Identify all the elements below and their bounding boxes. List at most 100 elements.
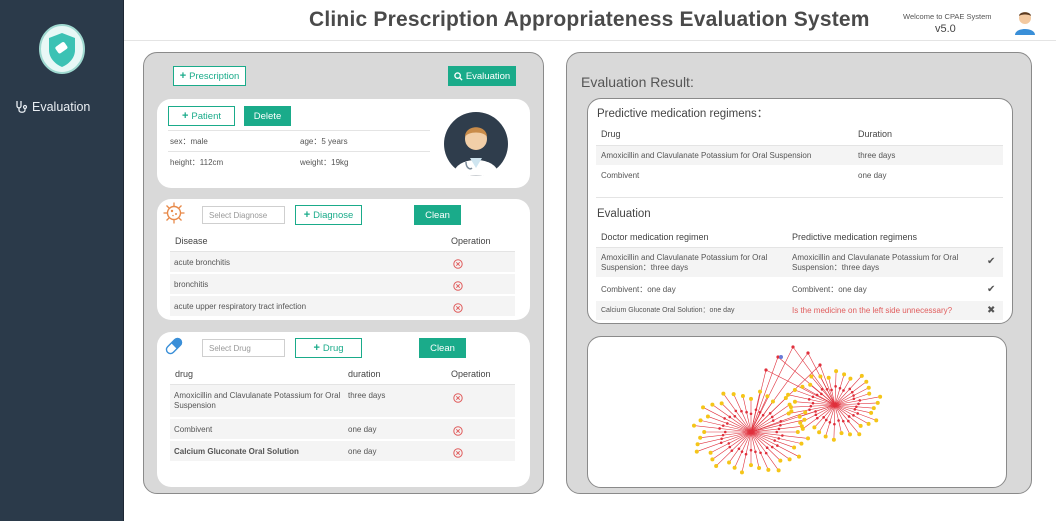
graph-node (758, 389, 763, 394)
graph-node (842, 372, 847, 377)
graph-node (826, 375, 831, 380)
clean-diagnose-button[interactable]: Clean (414, 205, 461, 225)
graph-node (859, 373, 864, 378)
graph-edge (750, 410, 792, 433)
graph-node (802, 417, 807, 422)
warning-text: Is the medicine on the left side unneces… (792, 306, 953, 315)
table-row: Calcium Gluconate Oral Solution one day (170, 441, 515, 462)
graph-node (787, 457, 792, 462)
graph-node (817, 430, 822, 435)
graph-edge (809, 384, 836, 406)
graph-node (727, 460, 732, 465)
graph-edge (802, 404, 836, 430)
delete-patient-button[interactable]: Delete (244, 106, 291, 126)
graph-edge (834, 404, 877, 421)
drug-search-input[interactable]: Select Drug (202, 339, 285, 357)
graph-edge (693, 425, 752, 433)
add-drug-button[interactable]: + Drug (295, 338, 362, 358)
evaluation-button[interactable]: Evaluation (448, 66, 516, 86)
graph-node (792, 388, 797, 393)
doctor-avatar-icon (444, 112, 508, 176)
graph-edge (721, 403, 752, 433)
delete-circle-icon[interactable] (453, 259, 463, 269)
graph-edge (834, 404, 851, 435)
pill-icon (165, 337, 183, 355)
graph-node (831, 437, 836, 442)
delete-circle-icon[interactable] (453, 426, 463, 436)
divider (596, 145, 1003, 146)
graph-node (775, 430, 779, 434)
delete-circle-icon[interactable] (453, 448, 463, 458)
user-avatar-icon[interactable] (1013, 9, 1037, 35)
graph-node (710, 457, 715, 462)
graph-node (797, 414, 802, 419)
graph-node (748, 429, 754, 435)
delete-circle-icon[interactable] (453, 303, 463, 313)
graph-edge (834, 381, 867, 406)
graph-node (720, 437, 723, 441)
column-header-drug: Drug (601, 129, 621, 139)
graph-node (823, 434, 828, 439)
graph-node (855, 405, 858, 409)
column-header-operation: Operation (451, 236, 491, 246)
graph-node (871, 406, 876, 411)
graph-node (786, 411, 791, 416)
graph-edge (750, 431, 795, 448)
graph-node (691, 423, 696, 428)
graph-edge (750, 425, 802, 433)
graph-node (828, 420, 832, 424)
graph-edge (788, 404, 836, 414)
table-row: acute bronchitis (170, 252, 515, 273)
graph-node (838, 386, 842, 390)
graph-node (701, 405, 706, 410)
graph-edge (734, 431, 752, 468)
graph-edge (799, 404, 836, 418)
graph-node (721, 424, 725, 427)
welcome-text: Welcome to CPAE System (903, 12, 992, 21)
graph-node (834, 385, 837, 388)
graph-edge (750, 401, 774, 433)
graph-edge (750, 391, 761, 433)
graph-node (731, 392, 736, 397)
graph-edge (750, 419, 805, 433)
graph-node (858, 399, 862, 402)
graph-edge (834, 371, 837, 406)
graph-node (815, 393, 819, 397)
graph-node (848, 376, 853, 381)
table-cell: one day (858, 171, 887, 180)
graph-node (771, 419, 775, 422)
graph-node (830, 388, 833, 392)
add-patient-button[interactable]: + Patient (168, 106, 235, 126)
graph-node (723, 417, 726, 420)
sidebar-item-evaluation[interactable]: Evaluation (14, 100, 90, 114)
graph-edge (728, 431, 752, 463)
graph-node (764, 368, 768, 372)
graph-node (773, 439, 776, 442)
graph-node (839, 431, 844, 436)
graph-edge (819, 364, 836, 406)
graph-node (705, 414, 710, 419)
header: Clinic Prescription Appropriateness Eval… (124, 0, 1056, 41)
graph-edge (834, 404, 860, 435)
graph-edge (820, 376, 836, 406)
diagnose-search-input[interactable]: Select Diagnose (202, 206, 285, 224)
graph-edge (723, 393, 752, 433)
graph-node (734, 409, 738, 413)
delete-circle-icon[interactable] (453, 281, 463, 291)
divider (596, 247, 1003, 248)
graph-edge (712, 404, 752, 433)
graph-node (864, 379, 869, 384)
graph-node (702, 430, 707, 434)
clean-drug-button[interactable]: Clean (419, 338, 466, 358)
graph-node (786, 392, 791, 397)
prescription-button[interactable]: + Prescription (173, 66, 246, 86)
add-diagnose-button[interactable]: + Diagnose (295, 205, 362, 225)
delete-circle-icon[interactable] (453, 393, 463, 403)
graph-node (848, 387, 852, 391)
graph-node (799, 441, 804, 446)
graph-edge (750, 431, 802, 444)
table-row: acute upper respiratory tract infection (170, 296, 515, 317)
patient-height: height：112cm (170, 158, 224, 167)
predictive-title: Predictive medication regimens： (597, 108, 769, 120)
graph-edge (750, 397, 787, 433)
